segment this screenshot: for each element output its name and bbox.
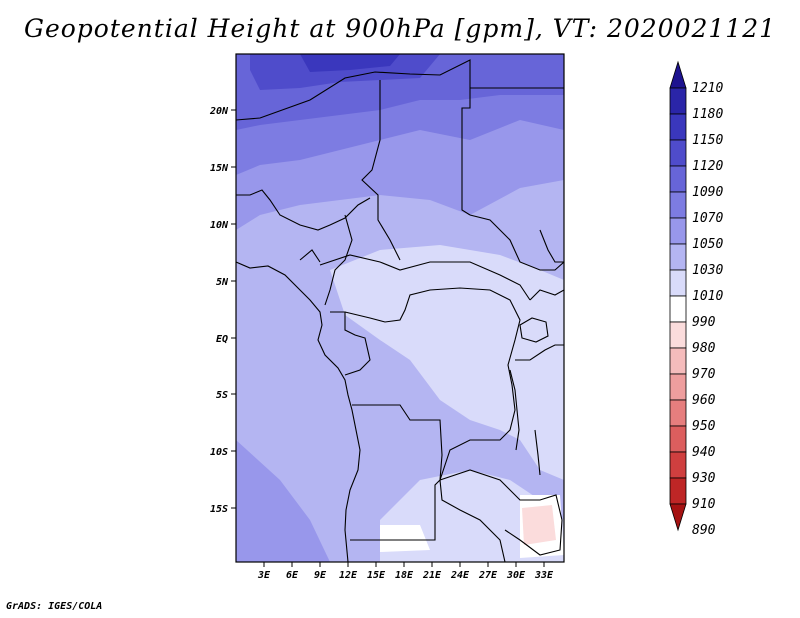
border-gabon-congo	[330, 311, 371, 376]
lat-label: 15S	[210, 504, 228, 515]
colorbar-label: 1150	[692, 133, 723, 148]
border-car	[319, 254, 531, 301]
colorbar-swatch	[669, 451, 687, 479]
lake-victoria	[519, 317, 549, 343]
lon-label: 15E	[367, 570, 386, 581]
colorbar: 1210 1180 1150 1120 1090 1070 1050 1030 1010 990 9…	[669, 60, 723, 538]
colorbar-label: 1210	[692, 81, 723, 96]
lat-label: 15N	[210, 163, 229, 174]
colorbar-label: 930	[692, 471, 716, 486]
lon-label: 27E	[478, 570, 498, 581]
colorbar-label: 1010	[692, 289, 723, 304]
colorbar-label: 1030	[692, 263, 723, 278]
colorbar-swatch	[669, 295, 687, 323]
lon-label: 18E	[395, 570, 414, 581]
lat-labels: 20N 15N 10N 5N EQ 5S 10S 15S	[209, 106, 229, 515]
colorbar-swatch	[669, 477, 687, 505]
lat-label: 10S	[210, 447, 228, 458]
lat-label: 10N	[210, 220, 229, 231]
contour-1010	[380, 525, 430, 552]
border-cameroon	[299, 214, 353, 306]
colorbar-label: 1050	[692, 237, 723, 252]
colorbar-label: 990	[692, 315, 716, 330]
colorbar-label: 980	[692, 341, 716, 356]
colorbar-swatch	[669, 87, 687, 115]
lat-ticks	[231, 109, 236, 509]
colorbar-label: 940	[692, 445, 716, 460]
colorbar-label: 970	[692, 367, 716, 382]
coastline	[236, 261, 361, 562]
colorbar-swatch	[669, 347, 687, 375]
lon-label: 30E	[506, 570, 526, 581]
lon-label: 3E	[257, 570, 271, 581]
border-angola	[350, 404, 443, 541]
footer-credit: GrADS: IGES/COLA	[6, 601, 103, 612]
map-frame	[235, 53, 565, 563]
border-sudan	[469, 87, 564, 271]
colorbar-label: 1180	[692, 107, 723, 122]
height-field	[236, 54, 564, 562]
colorbar-swatch	[669, 321, 687, 349]
border-southeast	[439, 469, 563, 556]
lat-label: EQ	[216, 334, 228, 345]
colorbar-swatch	[669, 243, 687, 271]
colorbar-swatch	[669, 139, 687, 167]
lon-label: 6E	[286, 570, 299, 581]
border-chad	[361, 80, 401, 261]
colorbar-label: 1120	[692, 159, 723, 174]
colorbar-swatch	[669, 191, 687, 219]
lon-label: 33E	[534, 570, 554, 581]
lon-label: 24E	[450, 570, 470, 581]
colorbar-swatch	[669, 113, 687, 141]
contour-1050-south	[236, 440, 330, 562]
colorbar-label: 910	[692, 497, 716, 512]
contour-1180	[300, 54, 400, 72]
lon-label: 21E	[422, 570, 442, 581]
lon-label: 9E	[314, 570, 327, 581]
colorbar-label: 1090	[692, 185, 723, 200]
colorbar-swatch	[669, 269, 687, 297]
colorbar-arrow-top	[669, 60, 687, 89]
lon-label: 12E	[339, 570, 358, 581]
border-drc	[344, 287, 521, 562]
lon-ticks	[263, 562, 545, 567]
colorbar-label: 890	[692, 523, 716, 538]
colorbar-label: 950	[692, 419, 716, 434]
lat-label: 5S	[216, 390, 228, 401]
colorbar-swatch	[669, 217, 687, 245]
border-east	[515, 229, 564, 361]
colorbar-label: 1070	[692, 211, 723, 226]
colorbar-swatch	[669, 373, 687, 401]
border-nigeria	[236, 189, 371, 231]
lake-malawi	[534, 429, 541, 476]
colorbar-label: 960	[692, 393, 716, 408]
lon-labels: 3E 6E 9E 12E 15E 18E 21E 24E 27E 30E 33E	[257, 570, 554, 581]
contour-1030-center	[330, 245, 564, 480]
border-sahel	[236, 59, 471, 216]
chart-title: Geopotential Height at 900hPa [gpm], VT:…	[23, 14, 777, 43]
country-borders	[236, 59, 564, 562]
colorbar-swatch	[669, 165, 687, 193]
colorbar-swatch	[669, 399, 687, 427]
contour-990	[522, 505, 556, 545]
lat-label: 20N	[209, 106, 229, 117]
lat-label: 5N	[216, 277, 229, 288]
colorbar-swatch	[669, 425, 687, 453]
lake-tanganyika	[509, 369, 520, 451]
colorbar-arrow-bottom	[669, 503, 687, 532]
